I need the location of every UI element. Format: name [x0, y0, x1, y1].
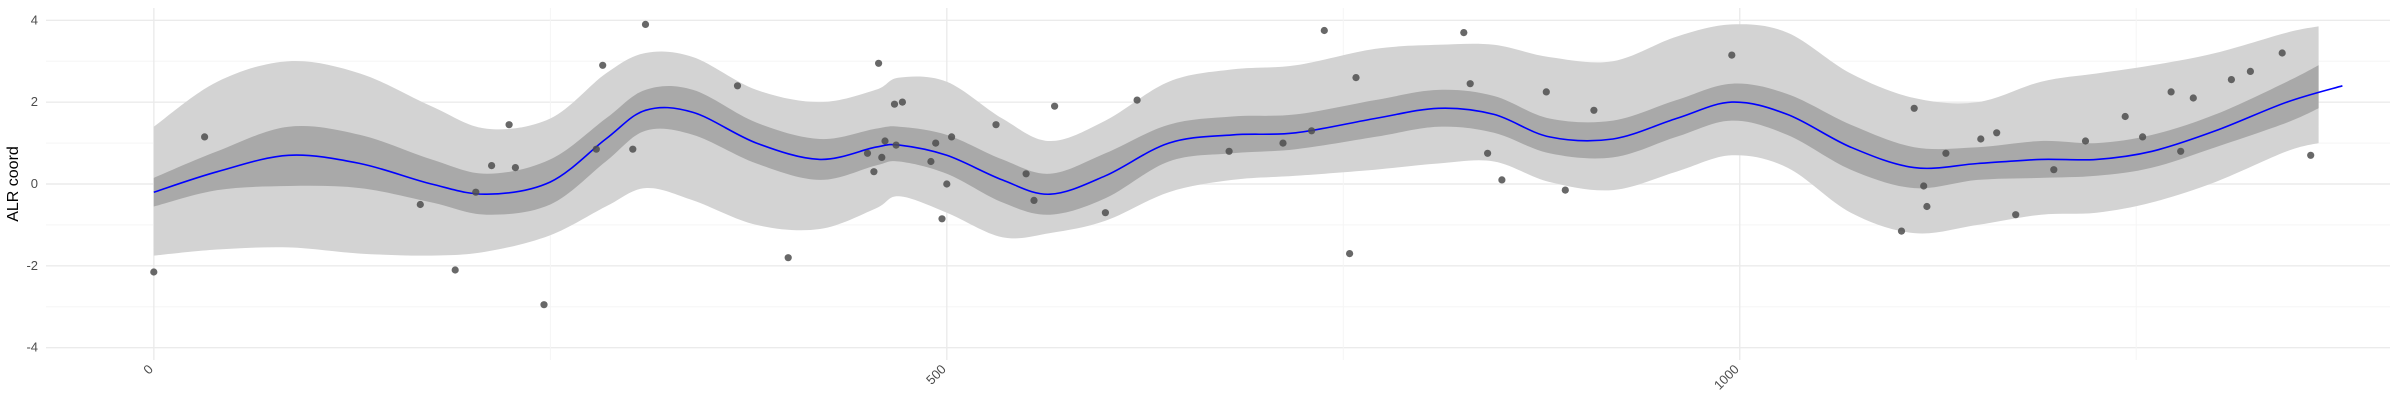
data-point — [878, 153, 886, 161]
data-point — [1590, 106, 1598, 114]
data-point — [150, 268, 158, 276]
y-tick-label: -2 — [26, 258, 38, 273]
data-point — [2167, 88, 2175, 96]
data-point — [641, 20, 650, 28]
data-point — [2012, 211, 2020, 219]
y-tick-label: -4 — [26, 340, 38, 355]
y-axis-ticks: -4 -2 0 2 4 — [26, 12, 38, 354]
data-point — [1942, 149, 1950, 157]
data-point — [938, 215, 946, 223]
data-point — [943, 180, 951, 188]
data-point — [2081, 137, 2090, 145]
data-point — [1279, 139, 1287, 147]
data-point — [932, 139, 940, 147]
data-point — [629, 145, 637, 153]
data-point — [870, 168, 878, 176]
data-point — [890, 100, 899, 108]
data-point — [1728, 51, 1736, 59]
data-point — [2227, 76, 2235, 84]
data-point — [1022, 170, 1030, 178]
data-point — [1977, 135, 1985, 143]
data-point — [992, 121, 1000, 129]
inner-confidence-band — [153, 65, 2319, 215]
data-point — [1561, 186, 1569, 194]
data-point — [1352, 74, 1360, 82]
data-point — [927, 157, 935, 166]
data-point — [1920, 182, 1928, 190]
data-point — [2121, 112, 2129, 121]
y-axis-title: ALR coord — [5, 146, 22, 222]
data-point — [592, 145, 600, 153]
data-point — [2307, 151, 2315, 159]
data-point — [2050, 166, 2058, 174]
data-point — [488, 162, 496, 170]
data-point — [599, 61, 607, 69]
x-tick-label: 0 — [140, 362, 156, 378]
data-point — [1133, 96, 1141, 104]
data-point — [2177, 147, 2185, 155]
data-point — [1460, 28, 1468, 37]
observations — [150, 20, 2315, 309]
data-point — [505, 121, 513, 129]
data-point — [875, 59, 883, 67]
mean-line — [153, 85, 2343, 196]
data-point — [881, 137, 889, 145]
data-point — [472, 188, 480, 196]
data-point — [898, 98, 907, 106]
confidence-bands — [153, 24, 2319, 256]
data-point — [1993, 129, 2001, 137]
y-tick-label: 0 — [31, 176, 38, 191]
data-point — [1466, 80, 1474, 88]
data-point — [2278, 49, 2286, 57]
data-point — [1498, 176, 1506, 184]
data-point — [1923, 202, 1931, 211]
data-point — [2189, 94, 2197, 102]
data-point — [1910, 104, 1918, 112]
data-point — [201, 133, 209, 141]
data-point — [540, 301, 548, 309]
data-point — [1346, 250, 1354, 258]
data-point — [511, 164, 519, 172]
data-point — [2246, 67, 2254, 75]
data-point — [1308, 127, 1316, 135]
data-point — [784, 254, 792, 262]
data-point — [1320, 26, 1328, 35]
data-point — [416, 200, 424, 209]
data-point — [1101, 209, 1109, 217]
data-point — [1542, 88, 1550, 96]
data-point — [948, 133, 956, 141]
data-point — [892, 141, 900, 149]
x-tick-label: 1000 — [1711, 362, 1742, 393]
mean-curve — [153, 85, 2343, 196]
x-axis-ticks: 0 500 1000 — [140, 362, 1742, 393]
data-point — [1051, 102, 1059, 110]
data-point — [1030, 196, 1038, 204]
data-point — [863, 149, 872, 157]
data-point — [2139, 133, 2147, 141]
data-point — [1484, 149, 1492, 157]
x-tick-label: 500 — [923, 362, 949, 388]
y-tick-label: 2 — [31, 94, 38, 109]
data-point — [1897, 227, 1906, 235]
data-point — [733, 82, 742, 90]
y-tick-label: 4 — [31, 12, 38, 27]
data-point — [451, 266, 459, 274]
data-point — [1225, 147, 1233, 155]
